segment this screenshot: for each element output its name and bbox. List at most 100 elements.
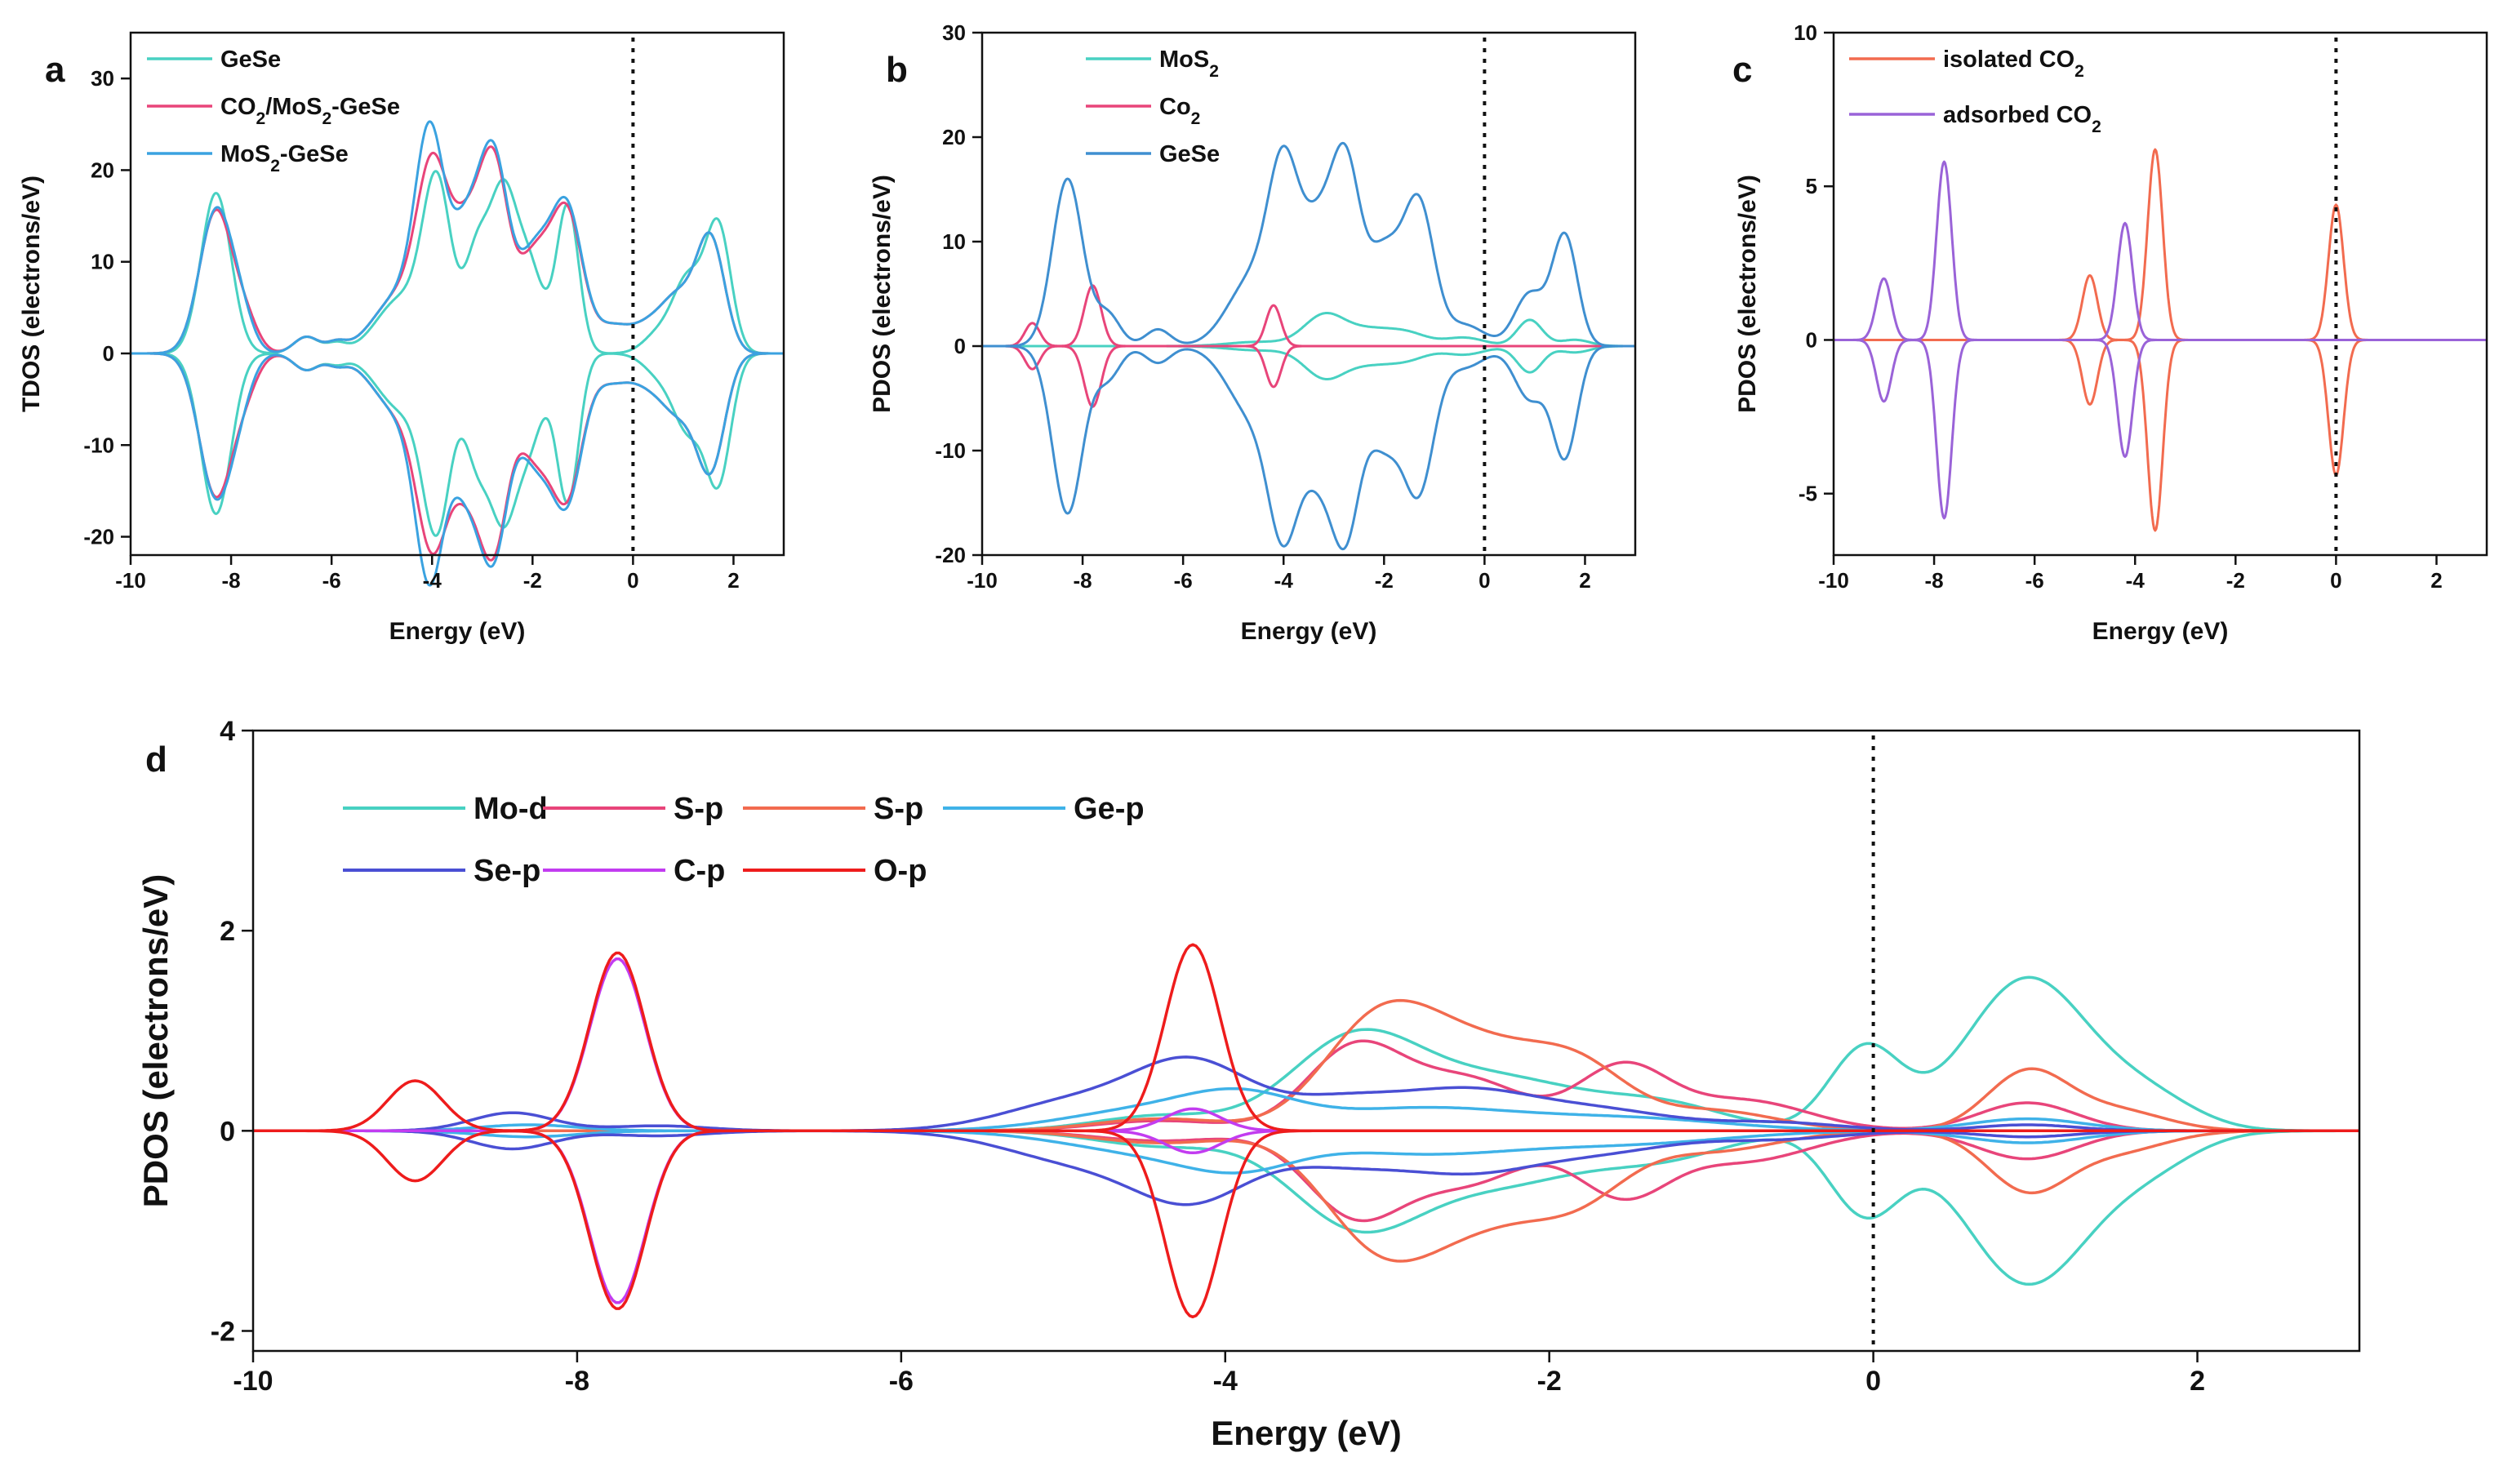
panel-a-legend-label: CO2/MoS2-GeSe: [220, 94, 400, 128]
panel-d-legend-label: Ge-p: [1074, 792, 1145, 826]
panel-b-x-tick-label: -8: [1074, 568, 1092, 593]
panel-a-y-axis-label: TDOS (electrons/eV): [18, 176, 45, 412]
panel-b-y-tick-label: 20: [942, 125, 966, 149]
panel-a-x-tick-label: -6: [322, 568, 341, 593]
panel-d-x-tick-label: -8: [565, 1366, 589, 1397]
panel-a-legend-label: GeSe: [220, 47, 281, 73]
panel-d-y-tick-label: 4: [220, 716, 235, 747]
panel-b-y-tick-label: 0: [954, 334, 966, 358]
panel-d-series-s-p-spin-up-line: [253, 1039, 2359, 1133]
panel-b-legend-label: GeSe: [1159, 141, 1220, 167]
panel-a-x-tick-label: 2: [727, 568, 739, 593]
panel-c-y-tick-label: 10: [1794, 20, 1817, 45]
panel-d-x-tick-label: -6: [889, 1366, 914, 1397]
panel-d-x-tick-label: -4: [1213, 1366, 1238, 1397]
panel-c-x-tick-label: -4: [2126, 568, 2145, 593]
panel-b-series-gese-spin-down-line: [981, 344, 1636, 551]
panel-b-x-tick-label: 0: [1479, 568, 1490, 593]
panel-d-series-mo-d-spin-up-line: [253, 975, 2359, 1133]
panel-c-x-tick-label: -2: [2226, 568, 2245, 593]
panel-d-legend-label: Mo-d: [474, 792, 548, 826]
panel-b-y-tick-label: 30: [942, 20, 966, 45]
panel-c-series-isolated-co2-spin-down-line: [1833, 339, 2488, 532]
panel-b-x-tick-label: -2: [1375, 568, 1394, 593]
panel-c-x-tick-label: -8: [1925, 568, 1944, 593]
panel-c-x-tick-label: -10: [1818, 568, 1849, 593]
panel-d-y-axis-label: PDOS (electrons/eV): [136, 874, 175, 1207]
panel-c-pdos-chart: -10 -8 -6 -4 -2 0 2 -5 0 5 10 Energy (eV) PDOS (elec…: [1732, 20, 2488, 645]
panel-b-axes-frame: [980, 31, 1637, 557]
panel-a-series-mos2-gese-spin-up-line: [130, 120, 785, 355]
panel-d-axes-frame: [251, 729, 2361, 1353]
panel-d-y-tick-label: -2: [211, 1316, 235, 1347]
panel-b-x-axis-label: Energy (eV): [1241, 618, 1377, 645]
panel-d-legend-label: O-p: [874, 854, 927, 888]
panel-a-series-co2-mos2-gese-spin-up-line: [130, 145, 785, 355]
panel-a-y-tick-label: 20: [91, 158, 114, 182]
panel-a-series-gese-spin-down-line: [130, 352, 785, 537]
panel-c-y-tick-label: -5: [1799, 482, 1817, 506]
panel-a-x-tick-label: -2: [523, 568, 542, 593]
panel-d-x-axis-label: Energy (eV): [1211, 1414, 1401, 1452]
panel-c-series-adsorbed-co2-spin-down-line: [1833, 339, 2488, 520]
panel-a-y-tick-label: -10: [83, 433, 114, 457]
panel-a-series-gese-spin-up-line: [130, 170, 785, 355]
panel-d-y-tick-label: 0: [220, 1116, 235, 1147]
panel-c-x-tick-label: -6: [2025, 568, 2044, 593]
panel-a-x-tick-label: -4: [423, 568, 442, 593]
panel-d-pdos-chart: -10 -8 -6 -4 -2 0 2 -2 0 2 4 Energy (eV) PDOS (elect…: [136, 716, 2361, 1452]
panel-c-axes-frame: [1832, 31, 2488, 557]
panel-d-series-s-p-spin-down-line: [253, 1129, 2359, 1263]
panel-d-legend-label: S-p: [874, 792, 923, 826]
panel-b-legend-label: MoS2: [1159, 47, 1219, 81]
panel-a-series-co2-mos2-gese-spin-down-line: [130, 352, 785, 562]
panel-d-y-tick-label: 2: [220, 916, 235, 947]
panel-a-x-tick-label: -10: [115, 568, 146, 593]
panel-b-legend-label: Co2: [1159, 94, 1200, 128]
panel-d-x-tick-label: 2: [2190, 1366, 2205, 1397]
panel-d-x-tick-label: -10: [233, 1366, 273, 1397]
panel-a-letter: a: [45, 50, 65, 90]
panel-c-legend-label: adsorbed CO2: [1943, 102, 2101, 136]
panel-d-series-se-p-spin-down-line: [253, 1129, 2359, 1206]
panel-b-series-co2-spin-down-line: [981, 344, 1636, 408]
panel-d-x-tick-label: 0: [1865, 1366, 1881, 1397]
panel-a-y-tick-label: 30: [91, 66, 114, 91]
panel-b-y-tick-label: -20: [935, 543, 966, 567]
panel-c-x-axis-label: Energy (eV): [2092, 618, 2229, 645]
panel-d-series-s-p-spin-up-line: [253, 998, 2359, 1133]
panel-b-x-tick-label: 2: [1579, 568, 1590, 593]
panel-d-series-ge-p-spin-up-line: [253, 1086, 2359, 1133]
panel-a-y-tick-label: 0: [103, 341, 114, 366]
panel-b-series-mos2-spin-down-line: [981, 344, 1636, 380]
panel-b-series-gese-spin-up-line: [981, 141, 1636, 348]
panel-a-y-tick-label: -20: [83, 525, 114, 549]
panel-b-letter: b: [886, 50, 908, 90]
panel-c-x-tick-label: 2: [2430, 568, 2442, 593]
panel-c-legend-label: isolated CO2: [1943, 47, 2084, 81]
panel-a-legend-label: MoS2-GeSe: [220, 141, 349, 176]
panel-a-y-tick-label: 10: [91, 250, 114, 274]
panel-c-series-isolated-co2-spin-up-line: [1833, 148, 2488, 341]
panel-c-y-tick-label: 5: [1806, 174, 1817, 198]
panel-d-series-ge-p-spin-down-line: [253, 1129, 2359, 1175]
panel-b-y-tick-label: -10: [935, 438, 966, 463]
panel-d-series-se-p-spin-up-line: [253, 1055, 2359, 1133]
panel-d-series-mo-d-spin-down-line: [253, 1129, 2359, 1286]
panel-b-y-tick-label: 10: [942, 229, 966, 254]
panel-a-x-tick-label: 0: [627, 568, 638, 593]
panel-c-x-tick-label: 0: [2330, 568, 2341, 593]
panel-b-series-co2-spin-up-line: [981, 284, 1636, 348]
panel-d-series-s-p-spin-down-line: [253, 1129, 2359, 1223]
panel-c-letter: c: [1732, 50, 1752, 90]
panel-b-x-tick-label: -6: [1174, 568, 1193, 593]
panel-c-y-axis-label: PDOS (electrons/eV): [1734, 175, 1761, 413]
panel-a-series-mos2-gese-spin-down-line: [130, 352, 785, 587]
panel-d-legend-label: Se-p: [474, 854, 540, 888]
panel-a-axes-frame: [129, 31, 785, 557]
panel-a-x-axis-label: Energy (eV): [389, 618, 526, 645]
panel-b-y-axis-label: PDOS (electrons/eV): [869, 175, 896, 413]
